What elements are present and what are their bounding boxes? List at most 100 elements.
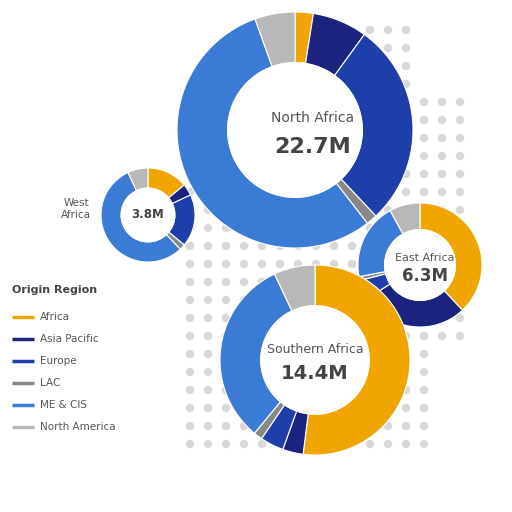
Circle shape: [261, 306, 369, 414]
Circle shape: [259, 243, 266, 249]
Circle shape: [204, 351, 211, 357]
Circle shape: [121, 188, 175, 242]
Circle shape: [385, 404, 392, 412]
Circle shape: [420, 440, 428, 447]
Circle shape: [367, 206, 373, 214]
Text: Southern Africa: Southern Africa: [267, 343, 364, 356]
Text: Origin Region: Origin Region: [12, 285, 97, 295]
Circle shape: [349, 98, 355, 105]
Circle shape: [312, 296, 319, 304]
Circle shape: [349, 62, 355, 70]
Circle shape: [259, 332, 266, 339]
Circle shape: [276, 224, 284, 231]
Circle shape: [186, 279, 194, 286]
Text: North America: North America: [40, 422, 116, 432]
Circle shape: [204, 206, 211, 214]
Circle shape: [186, 314, 194, 322]
Circle shape: [276, 296, 284, 304]
Circle shape: [367, 80, 373, 88]
Circle shape: [223, 206, 229, 214]
Circle shape: [420, 170, 428, 178]
Circle shape: [223, 243, 229, 249]
Circle shape: [241, 117, 247, 123]
Circle shape: [420, 243, 428, 249]
Circle shape: [312, 314, 319, 322]
Circle shape: [331, 98, 337, 105]
Circle shape: [186, 261, 194, 267]
Circle shape: [420, 351, 428, 357]
Circle shape: [186, 170, 194, 178]
Circle shape: [241, 261, 247, 267]
Circle shape: [223, 279, 229, 286]
Circle shape: [186, 188, 194, 196]
Circle shape: [457, 296, 463, 304]
Circle shape: [331, 206, 337, 214]
Circle shape: [331, 135, 337, 141]
Circle shape: [438, 261, 445, 267]
Circle shape: [294, 98, 302, 105]
Circle shape: [223, 296, 229, 304]
Circle shape: [385, 369, 392, 375]
Circle shape: [276, 332, 284, 339]
Circle shape: [367, 243, 373, 249]
Circle shape: [259, 351, 266, 357]
Circle shape: [223, 224, 229, 231]
Circle shape: [457, 261, 463, 267]
Circle shape: [349, 45, 355, 52]
Circle shape: [402, 261, 410, 267]
Circle shape: [241, 404, 247, 412]
Circle shape: [294, 387, 302, 394]
Circle shape: [349, 135, 355, 141]
Circle shape: [241, 296, 247, 304]
Circle shape: [312, 369, 319, 375]
Circle shape: [331, 117, 337, 123]
Circle shape: [204, 188, 211, 196]
Circle shape: [367, 153, 373, 160]
Circle shape: [186, 332, 194, 339]
Circle shape: [259, 27, 266, 33]
Circle shape: [312, 98, 319, 105]
Circle shape: [259, 188, 266, 196]
Circle shape: [402, 440, 410, 447]
Circle shape: [367, 440, 373, 447]
Circle shape: [294, 296, 302, 304]
Circle shape: [402, 135, 410, 141]
Circle shape: [438, 224, 445, 231]
Circle shape: [402, 153, 410, 160]
Circle shape: [259, 296, 266, 304]
Circle shape: [223, 261, 229, 267]
Circle shape: [223, 440, 229, 447]
Circle shape: [312, 332, 319, 339]
Circle shape: [331, 422, 337, 430]
Circle shape: [241, 351, 247, 357]
Polygon shape: [101, 173, 180, 262]
Circle shape: [438, 153, 445, 160]
Circle shape: [420, 332, 428, 339]
Circle shape: [186, 243, 194, 249]
Circle shape: [385, 98, 392, 105]
Circle shape: [331, 243, 337, 249]
Circle shape: [276, 404, 284, 412]
Circle shape: [241, 80, 247, 88]
Circle shape: [186, 296, 194, 304]
Circle shape: [420, 422, 428, 430]
Circle shape: [294, 117, 302, 123]
Polygon shape: [220, 274, 292, 433]
Circle shape: [259, 45, 266, 52]
Circle shape: [457, 153, 463, 160]
Circle shape: [223, 153, 229, 160]
Circle shape: [367, 332, 373, 339]
Circle shape: [385, 243, 392, 249]
Polygon shape: [166, 232, 184, 249]
Circle shape: [367, 387, 373, 394]
Circle shape: [438, 314, 445, 322]
Circle shape: [259, 314, 266, 322]
Circle shape: [349, 243, 355, 249]
Circle shape: [385, 332, 392, 339]
Circle shape: [402, 369, 410, 375]
Circle shape: [349, 314, 355, 322]
Circle shape: [331, 314, 337, 322]
Circle shape: [349, 27, 355, 33]
Polygon shape: [128, 168, 148, 191]
Circle shape: [259, 404, 266, 412]
